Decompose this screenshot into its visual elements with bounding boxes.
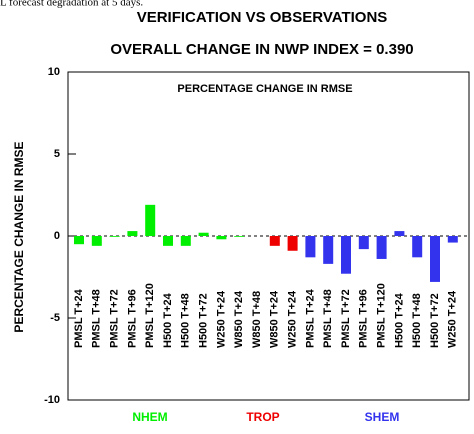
bar [269, 236, 280, 246]
bar [412, 236, 423, 258]
x-tick-label: W250 T+24 [287, 290, 299, 348]
group-label: SHEM [365, 410, 400, 424]
bar [341, 236, 351, 274]
y-tick-label: -5 [50, 312, 60, 324]
bar [216, 236, 227, 240]
x-tick-label: PMSL T+24 [73, 288, 85, 348]
bar [145, 204, 156, 236]
x-tick-label: H500 T+24 [162, 292, 174, 348]
chart-title: VERIFICATION VS OBSERVATIONS [137, 9, 388, 26]
bar [376, 236, 387, 259]
x-tick-label: W250 T+24 [215, 290, 227, 348]
bar [394, 231, 405, 236]
bar [74, 236, 84, 245]
x-tick-label: PMSL T+72 [340, 289, 352, 348]
bar [198, 232, 209, 236]
x-tick-label: PMSL T+24 [304, 288, 316, 348]
y-tick-label: 0 [54, 230, 60, 242]
x-tick-label: H500 T+24 [393, 292, 405, 348]
x-tick-label: H500 T+72 [429, 293, 441, 348]
x-tick-label: PMSL T+120 [376, 283, 388, 348]
x-tick-label: PMSL T+72 [109, 289, 121, 348]
bar [323, 236, 334, 264]
x-tick-label: PMSL T+96 [358, 289, 370, 348]
bar [234, 236, 245, 237]
caption: L forecast degradation at 5 days. [0, 0, 143, 9]
bar [91, 236, 102, 246]
group-label: NHEM [132, 410, 167, 424]
chart-subtitle: OVERALL CHANGE IN NWP INDEX = 0.390 [110, 41, 413, 58]
bar [163, 236, 173, 246]
x-tick-label: H500 T+48 [180, 293, 192, 348]
x-tick-label: PMSL T+96 [126, 289, 138, 348]
y-tick-label: 10 [48, 66, 60, 78]
bar [180, 236, 191, 246]
plot-title: PERCENTAGE CHANGE IN RMSE [177, 83, 352, 95]
bar [305, 236, 316, 258]
x-tick-label: H500 T+48 [411, 293, 423, 348]
group-label: TROP [246, 410, 279, 424]
x-tick-label: W850 T+24 [269, 290, 281, 348]
bar [109, 236, 120, 237]
x-tick-label: H500 T+72 [198, 293, 210, 348]
bar [127, 231, 138, 236]
bar [358, 236, 369, 250]
x-tick-label: W250 T+24 [447, 290, 459, 348]
x-tick-label: W850 T+48 [251, 291, 263, 348]
y-tick-label: -10 [44, 394, 60, 406]
bar [447, 236, 458, 243]
x-tick-label: PMSL T+120 [144, 283, 156, 348]
x-tick-label: PMSL T+48 [322, 289, 334, 348]
x-tick-label: W850 T+24 [233, 290, 245, 348]
x-tick-label: PMSL T+48 [91, 289, 103, 348]
bar [430, 236, 440, 282]
bar [287, 236, 298, 251]
y-tick-label: 5 [54, 148, 60, 160]
y-axis-label: PERCENTAGE CHANGE IN RMSE [12, 141, 26, 332]
